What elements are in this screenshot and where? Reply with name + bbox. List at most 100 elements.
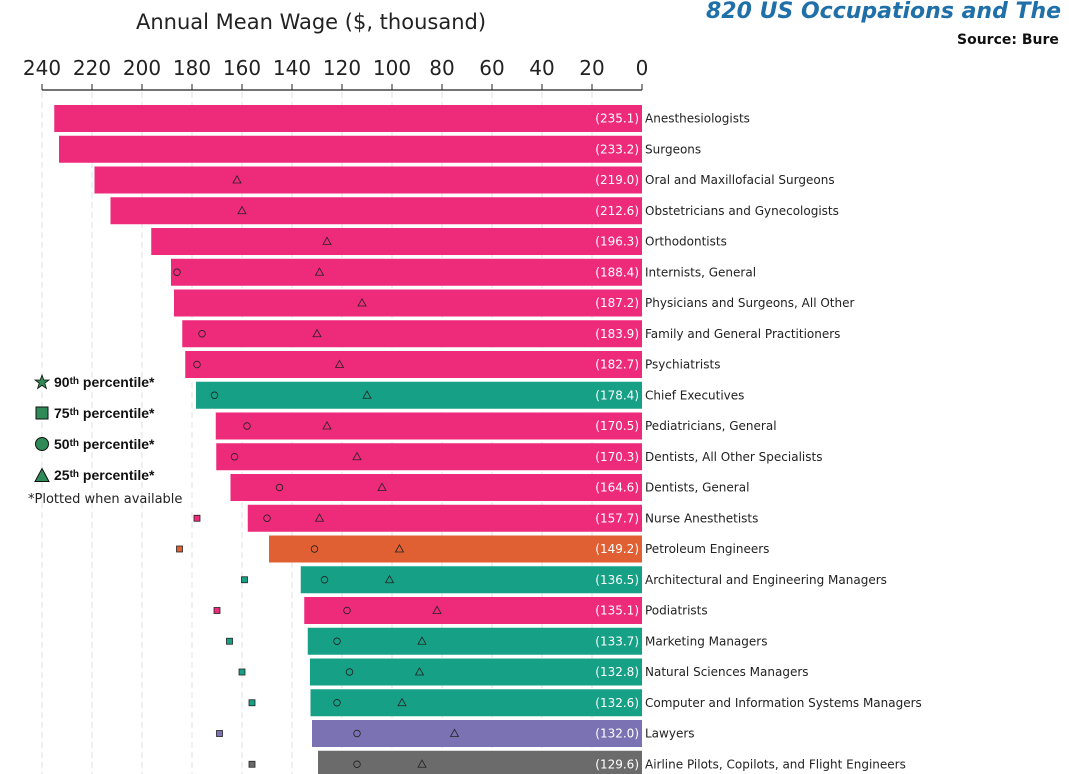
p75-marker [213,607,221,614]
bar [269,535,642,563]
category-label: Lawyers [645,727,695,741]
category-label: Nurse Anesthetists [645,511,758,525]
star-icon [34,373,50,390]
p25-marker [417,759,427,768]
p25-marker [237,205,247,215]
value-and-category-labels: (235.1) Anesthesiologists (233.2) Surgeons (… [595,112,922,772]
bar [304,597,642,624]
bar [230,474,642,501]
p50-marker [230,453,239,461]
p25-marker [314,267,325,276]
category-label: Computer and Information Systems Manager… [645,696,922,710]
p25-marker [414,666,425,676]
p25-marker [397,697,407,707]
bar [310,658,642,686]
category-label: Anesthesiologists [645,112,750,126]
bar-value-label: (164.6) [595,481,639,495]
p25-marker [334,359,345,368]
p50-marker [193,360,201,369]
bar-value-label: (132.8) [595,665,639,679]
x-tick-label: 140 [273,56,311,80]
legend-note: *Plotted when available [28,492,183,507]
x-axis-title: Annual Mean Wage ($, thousand) [136,10,487,34]
p25-marker [314,513,325,522]
p75-marker [238,668,246,676]
p25-marker [377,482,387,491]
category-label: Orthodontists [645,235,727,249]
p25-marker [322,236,332,245]
legend-ordinal: 75 [54,404,70,421]
bar-value-label: (136.5) [595,573,639,587]
category-label: Obstetricians and Gynecologists [645,204,839,218]
p25-marker [232,174,242,184]
x-tick-label: 160 [223,56,261,80]
p25-marker [357,297,367,307]
legend-suffix: th [69,376,80,387]
x-tick-label: 20 [579,56,604,80]
bar [182,320,642,348]
p25-marker [384,574,395,584]
x-tick-label: 60 [479,56,504,80]
x-tick-label: 120 [323,56,361,80]
bar [310,689,642,717]
bar [59,135,642,163]
bar-value-label: (133.7) [595,634,639,648]
bar [151,228,642,255]
p50-marker [343,606,351,615]
x-tick-label: 100 [373,56,411,80]
category-label: Surgeons [645,142,701,156]
category-label: Oral and Maxillofacial Surgeons [645,173,835,187]
category-label: Chief Executives [645,388,744,402]
bar [247,504,642,532]
p75-marker [248,699,256,707]
square-icon [35,406,49,419]
bar-value-label: (233.2) [595,142,639,156]
p25-marker [352,451,362,461]
category-label: Architectural and Engineering Managers [645,573,887,587]
bar [216,443,642,471]
circle-icon [35,436,49,451]
x-tick-label: 240 [23,56,61,80]
p50-marker [263,514,271,522]
p75-marker [226,637,233,645]
category-label: Internists, General [645,265,756,279]
bar-value-label: (196.3) [595,235,639,249]
category-label: Natural Sciences Managers [645,665,809,679]
bar-value-label: (219.0) [595,173,639,187]
category-label: Marketing Managers [645,634,767,648]
bar-value-label: (235.1) [595,112,639,126]
bar-value-label: (157.7) [595,511,639,525]
category-label: Dentists, All Other Specialists [645,450,822,464]
p25-marker [362,390,372,399]
p50-marker [353,729,361,738]
category-label: Physicians and Surgeons, All Other [645,296,854,310]
bar [110,197,642,225]
legend-word: percentile* [79,466,155,483]
bar [174,289,642,317]
x-tick-label: 220 [73,56,111,80]
p75-marker [176,545,183,553]
p25-marker [449,728,460,737]
bar [171,258,642,286]
bar-value-label: (183.9) [595,327,639,341]
bar-value-label: (178.4) [595,388,639,402]
x-tick-label: 180 [173,56,211,80]
p75-marker [248,760,256,768]
p50-marker [210,391,219,399]
legend-word: percentile* [79,373,155,390]
x-tick-label: 80 [429,56,454,80]
legend-ordinal: 25 [54,466,70,483]
bar [318,750,642,774]
p50-marker [320,576,329,584]
category-label: Petroleum Engineers [645,542,769,556]
bar [94,166,642,194]
category-label: Pediatricians, General [645,419,777,433]
bar [196,381,642,409]
x-tick-label: 0 [636,56,649,80]
legend-ordinal: 50 [54,435,70,452]
percentile-markers [173,174,460,768]
